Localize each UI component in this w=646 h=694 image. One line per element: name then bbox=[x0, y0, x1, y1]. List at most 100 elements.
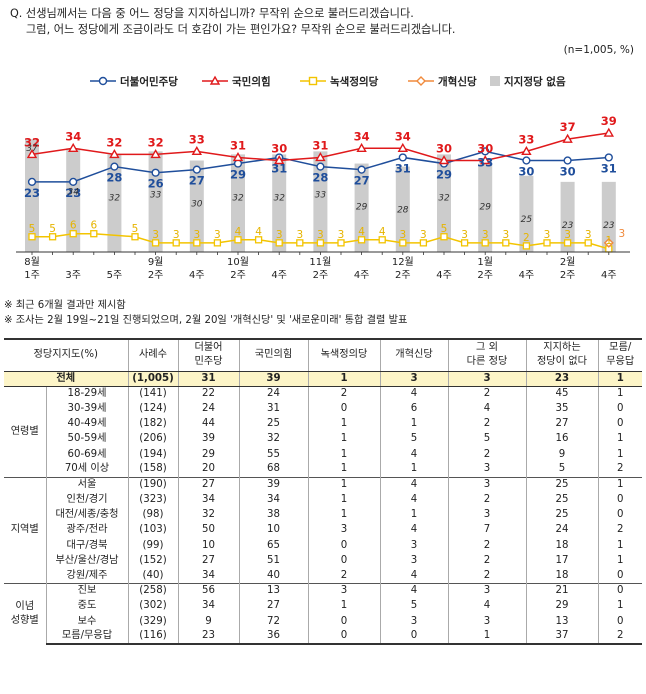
table-cell: 전체 bbox=[4, 371, 128, 387]
label-green: 5 bbox=[49, 223, 56, 235]
table-cell: 2 bbox=[447, 568, 526, 584]
table-cell: (103) bbox=[127, 522, 178, 539]
table-row: 40-49세 (182) 44 25 1 1 2 27 0 bbox=[4, 416, 642, 432]
label-green: 3 bbox=[502, 229, 509, 241]
point-gukmin bbox=[26, 148, 38, 159]
table-cell: (152) bbox=[127, 553, 178, 569]
table-cell: 0 bbox=[597, 507, 642, 523]
table-cell: 34 bbox=[177, 492, 239, 508]
label-gukmin: 30 bbox=[271, 142, 287, 156]
bar-none bbox=[107, 154, 122, 252]
bar-none bbox=[189, 160, 204, 252]
label-gaehyuk: 3 bbox=[618, 228, 625, 240]
legend-box-none bbox=[490, 76, 500, 86]
point-gukmin bbox=[562, 133, 573, 143]
label-green: 3 bbox=[544, 229, 551, 241]
x-tick-label-week: 5주 bbox=[107, 270, 123, 281]
table-row: 모름/무응답 (116) 23 36 0 0 1 37 2 bbox=[4, 629, 642, 646]
bar-none bbox=[478, 163, 493, 252]
label-green: 3 bbox=[173, 229, 180, 241]
bar-none bbox=[354, 163, 369, 252]
x-tick-label-week: 4주 bbox=[519, 270, 535, 281]
table-cell: 27 bbox=[177, 553, 239, 569]
x-tick-label-month: 10월 bbox=[227, 256, 249, 268]
bar-none bbox=[272, 154, 287, 252]
label-none: 23 bbox=[603, 221, 615, 231]
none-bars bbox=[25, 139, 616, 252]
bar-none bbox=[148, 151, 163, 252]
table-cell: 0 bbox=[307, 553, 380, 569]
table-cell: 1 bbox=[307, 371, 380, 387]
bar-none bbox=[560, 181, 575, 252]
point-green bbox=[460, 239, 469, 247]
label-green: 3 bbox=[420, 229, 427, 241]
table-cell: 2 bbox=[447, 553, 526, 569]
point-green bbox=[440, 233, 448, 241]
table-cell: 2 bbox=[307, 385, 380, 402]
table-cell: 55 bbox=[238, 446, 308, 463]
table-cell: 34 bbox=[177, 568, 239, 584]
table-cell: 3 bbox=[447, 462, 526, 478]
point-gaehyuk bbox=[603, 237, 614, 248]
point-minju bbox=[522, 156, 531, 165]
point-gukmin bbox=[273, 155, 285, 165]
table-cell: 34 bbox=[177, 598, 239, 614]
table-cell: 38 bbox=[238, 507, 308, 523]
row-label: 모름/무응답 bbox=[45, 629, 128, 646]
row-label: 광주/전라 bbox=[45, 522, 128, 539]
table-cell: 1 bbox=[597, 431, 642, 447]
label-minju: 26 bbox=[148, 177, 164, 191]
table-cell: 39 bbox=[238, 476, 308, 493]
point-green bbox=[296, 239, 304, 247]
table-cell: 4 bbox=[379, 568, 448, 584]
crosstab-table: 정당지지도(%) 사례수 더불어 민주당 국민의힘 녹색정의당 개혁신당 그 외 다른 정당 지지… bbox=[4, 338, 642, 646]
point-green bbox=[28, 233, 36, 241]
table-cell: 13 bbox=[238, 583, 308, 599]
crosstab-table-wrap: 정당지지도(%) 사례수 더불어 민주당 국민의힘 녹색정의당 개혁신당 그 외 다른 정당 지지… bbox=[4, 338, 642, 646]
question-text: Q. 선생님께서는 다음 중 어느 정당을 지지하십니까? 무작위 순으로 불러… bbox=[10, 6, 640, 38]
point-gukmin bbox=[150, 148, 161, 159]
label-gukmin: 30 bbox=[436, 142, 452, 156]
row-label: 대전/세종/충청 bbox=[45, 507, 128, 523]
point-minju bbox=[192, 165, 201, 174]
label-minju: 31 bbox=[395, 161, 411, 175]
point-green bbox=[502, 239, 510, 247]
row-label: 18-29세 bbox=[45, 385, 128, 402]
group-label: 지역별 bbox=[4, 476, 46, 584]
label-minju: 23 bbox=[24, 186, 40, 200]
label-green: 3 bbox=[564, 229, 571, 241]
table-cell: 9 bbox=[177, 614, 239, 630]
table-cell: 27 bbox=[177, 476, 239, 493]
table-cell: (158) bbox=[127, 462, 178, 478]
table-cell: 5 bbox=[525, 462, 598, 478]
x-tick-label-week: 1주 bbox=[24, 270, 40, 281]
row-label: 인천/경기 bbox=[45, 492, 128, 508]
column-header: 그 외 다른 정당 bbox=[447, 338, 526, 372]
point-minju bbox=[233, 159, 243, 168]
row-label: 서울 bbox=[45, 476, 128, 493]
point-gukmin bbox=[356, 142, 367, 152]
table-cell: 2 bbox=[307, 568, 380, 584]
table-cell: 18 bbox=[525, 568, 598, 584]
label-none: 32 bbox=[232, 193, 244, 203]
table-cell: 36 bbox=[238, 629, 308, 646]
table-cell: 3 bbox=[447, 614, 526, 630]
column-header: 녹색정의당 bbox=[307, 338, 380, 372]
point-green bbox=[234, 236, 242, 244]
total-row: 전체 (1,005) 31 39 1 3 3 23 1 bbox=[4, 371, 642, 387]
table-cell: 3 bbox=[379, 553, 448, 569]
label-green: 3 bbox=[461, 229, 468, 241]
table-row: 광주/전라 (103) 50 10 3 4 7 24 2 bbox=[4, 522, 642, 539]
label-minju: 31 bbox=[601, 161, 617, 175]
point-green bbox=[481, 239, 489, 247]
legend-marker-green bbox=[308, 76, 318, 86]
label-green: 3 bbox=[152, 229, 159, 241]
row-label: 대구/경북 bbox=[45, 538, 128, 554]
table-cell: (116) bbox=[127, 629, 178, 646]
row-label: 50-59세 bbox=[45, 431, 128, 447]
table-cell: 29 bbox=[177, 446, 239, 463]
table-cell: (182) bbox=[127, 416, 178, 432]
table-cell: 17 bbox=[525, 553, 598, 569]
point-minju bbox=[27, 177, 37, 186]
